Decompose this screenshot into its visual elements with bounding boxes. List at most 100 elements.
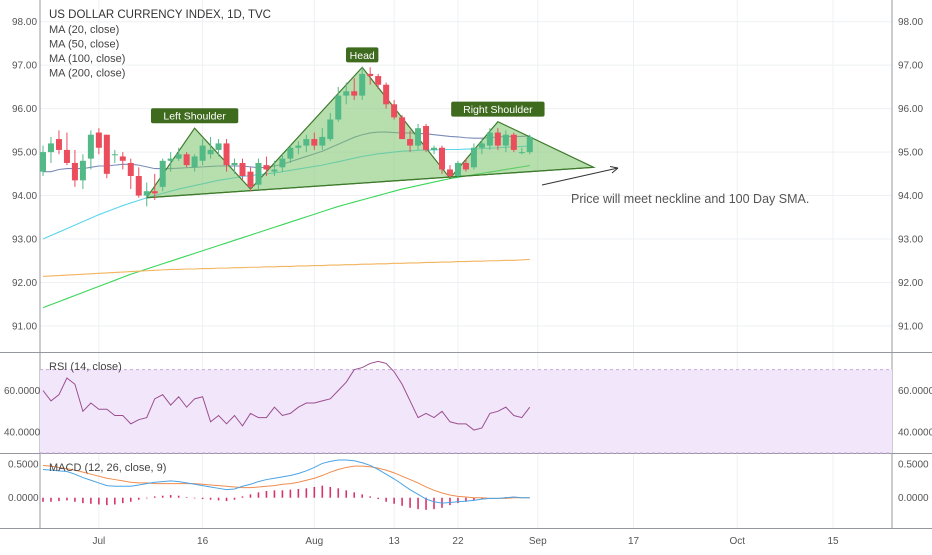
candle-body [40,152,46,172]
price-tick-left: 98.00 [12,17,37,28]
candle-body [71,162,78,181]
candle-body [439,147,445,170]
candle-body [271,169,278,172]
price-tick-right: 97.00 [898,61,923,72]
price-tick-right: 92.00 [898,278,923,289]
candle-body [502,134,509,146]
candle-body [446,169,453,176]
candle-body [287,147,294,159]
macd-tick-right: 0.0000 [898,493,929,504]
candle-body [383,84,390,105]
legend-entry: MA (200, close) [49,68,125,80]
candle-body [510,134,517,150]
macd-tick-right: 0.5000 [898,460,929,471]
candle-body [415,128,422,146]
candle-body [79,160,86,181]
x-tick-label: 17 [628,536,640,547]
candle-body [470,147,477,168]
pattern-label: Head [350,50,375,62]
rsi-label: RSI (14, close) [49,361,122,373]
candle-body [199,145,206,161]
candle-body [143,191,150,196]
price-tick-left: 95.00 [12,148,37,159]
x-tick-label: 13 [389,536,401,547]
candle-body [111,154,118,156]
candle-body [399,117,406,140]
head-shoulders-pattern [145,66,596,199]
price-tick-right: 98.00 [898,17,923,28]
neckline [146,166,594,199]
candle-body [279,158,286,168]
candle-body [423,126,430,150]
candle-body [526,136,533,153]
candle-body [343,91,350,96]
price-tick-left: 91.00 [12,321,37,332]
price-tick-right: 91.00 [898,321,923,332]
x-tick-label: Jul [92,536,105,547]
ma-line [42,258,530,277]
x-tick-label: 22 [452,536,464,547]
candle-body [327,119,334,140]
candle-body [55,139,62,150]
annotation-text: Price will meet neckline and 100 Day SMA… [571,192,809,206]
candle-body [454,162,461,176]
ma-line [42,165,530,309]
candle-body [407,139,414,146]
candle-body [295,145,302,148]
candle-body [135,176,142,196]
candle-body [215,143,222,150]
pattern-label-box [150,108,239,124]
candle-body [239,162,246,176]
candle-body [127,162,134,176]
x-tick-label: Aug [305,536,323,547]
candle-body [431,147,438,150]
candle-body [494,132,501,146]
price-tick-left: 96.00 [12,104,37,115]
candle-body [351,91,358,96]
candle-body [311,139,318,146]
candle-body [367,73,374,77]
rsi-line [42,360,531,431]
chart-title: US DOLLAR CURRENCY INDEX, 1D, TVC [49,9,271,21]
price-tick-right: 93.00 [898,235,923,246]
annotation-arrowhead [609,166,619,174]
candle-body [207,149,214,155]
rsi-tick-left: 60.0000 [4,386,41,397]
price-tick-right: 96.00 [898,104,923,115]
macd-line [42,459,530,504]
candle-body [159,160,166,187]
candle-body [167,158,174,161]
price-tick-right: 94.00 [898,191,923,202]
candle-body [223,143,230,166]
candle-body [175,154,182,159]
candle-body [478,143,485,148]
candle-body [63,149,70,163]
macd-tick-left: 0.5000 [8,460,39,471]
candle-body [47,143,54,153]
candle-body [359,73,366,96]
pattern-label: Left Shoulder [163,111,226,123]
candle-body [462,162,469,170]
candle-body [375,76,382,85]
price-tick-left: 97.00 [12,61,37,72]
candle-body [231,162,238,166]
pattern-label-box [451,101,545,117]
candle-body [183,154,190,166]
rsi-band [40,369,892,453]
candle-body [335,95,342,120]
candle-body [87,134,94,159]
price-tick-left: 92.00 [12,278,37,289]
candle-body [103,134,110,174]
rsi-tick-left: 40.0000 [4,428,41,439]
legend-entry: MA (20, close) [49,24,119,36]
candle-body [247,171,254,187]
x-tick-label: Sep [529,536,547,547]
rsi-tick-right: 60.0000 [898,386,932,397]
x-tick-label: Oct [729,536,745,547]
candle-body [151,191,158,194]
candle-body [486,132,493,146]
candle-body [263,165,270,170]
